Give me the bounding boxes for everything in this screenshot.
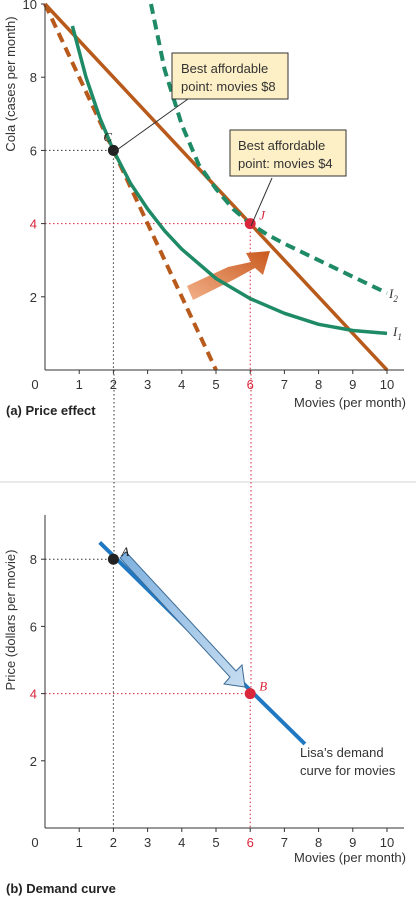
y-tick-b-4: 4 xyxy=(30,687,37,702)
demand-movement-arrow xyxy=(119,551,246,688)
callout-j-line2: point: movies $4 xyxy=(238,156,333,171)
point-label-j: J xyxy=(259,208,266,223)
series-budget-old xyxy=(43,3,218,371)
point-label-c: C xyxy=(103,129,112,144)
y-tick-a-2: 2 xyxy=(30,290,37,305)
x-tick-b-1: 1 xyxy=(76,835,83,850)
x-tick-a-5: 5 xyxy=(212,377,219,392)
y-tick-a-10: 10 xyxy=(23,0,37,12)
callout-c-line2: point: movies $8 xyxy=(181,79,276,94)
point-c xyxy=(107,144,119,156)
callout-j: Best affordable point: movies $4 xyxy=(229,129,347,177)
tick-labels-b: 0 1 2 3 4 5 6 7 8 9 10 2 4 6 8 xyxy=(30,552,394,850)
price-effect-arrow xyxy=(187,251,270,300)
x-tick-a-9: 9 xyxy=(349,377,356,392)
demand-note-line2: curve for movies xyxy=(300,763,396,778)
x-tick-a-3: 3 xyxy=(144,377,151,392)
series-i1 xyxy=(70,25,388,336)
y-tick-b-2: 2 xyxy=(30,754,37,769)
x-axis-title-b: Movies (per month) xyxy=(294,850,406,865)
x-tick-b-9: 9 xyxy=(349,835,356,850)
x-tick-b-6: 6 xyxy=(247,835,254,850)
panel-a-caption: (a) Price effect xyxy=(6,403,96,418)
point-label-a: A xyxy=(120,544,129,559)
series-i2 xyxy=(149,3,388,295)
x-tick-b-10: 10 xyxy=(380,835,394,850)
callout-j-box xyxy=(229,129,347,177)
x-tick-b-4: 4 xyxy=(178,835,185,850)
y-axis-title-b: Price (dollars per movie) xyxy=(3,550,18,691)
y-tick-a-6: 6 xyxy=(30,143,37,158)
x-tick-a-0: 0 xyxy=(31,377,38,392)
callout-j-leader xyxy=(250,177,273,227)
x-tick-b-3: 3 xyxy=(144,835,151,850)
x-tick-b-2: 2 xyxy=(110,835,117,850)
points-b: AB xyxy=(107,544,267,700)
point-b xyxy=(244,688,256,700)
x-tick-a-6: 6 xyxy=(247,377,254,392)
x-tick-a-7: 7 xyxy=(281,377,288,392)
x-tick-b-5: 5 xyxy=(212,835,219,850)
callout-j-line1: Best affordable xyxy=(238,138,325,153)
curve-label-i1: I1 xyxy=(392,324,402,342)
series-group-a xyxy=(43,2,389,372)
callout-c-line1: Best affordable xyxy=(181,61,268,76)
x-tick-a-4: 4 xyxy=(178,377,185,392)
x-tick-a-1: 1 xyxy=(76,377,83,392)
curve-label-i2: I2 xyxy=(388,286,398,304)
tick-labels-a: 0 1 2 3 4 5 6 7 8 9 10 2 4 6 8 10 xyxy=(23,0,395,392)
guide-lines-b xyxy=(45,558,251,828)
y-tick-b-6: 6 xyxy=(30,619,37,634)
axes-a xyxy=(41,3,404,374)
x-tick-a-2: 2 xyxy=(110,377,117,392)
x-tick-a-10: 10 xyxy=(380,377,394,392)
demand-note-line1: Lisa’s demand xyxy=(300,745,384,760)
x-tick-b-8: 8 xyxy=(315,835,322,850)
x-tick-b-7: 7 xyxy=(281,835,288,850)
y-axis-title-a: Cola (cases per month) xyxy=(3,16,18,151)
axes-b xyxy=(41,515,404,832)
callout-c-leader xyxy=(113,98,189,153)
panel-b-caption: (b) Demand curve xyxy=(6,881,116,896)
x-axis-title-a: Movies (per month) xyxy=(294,395,406,410)
y-tick-a-8: 8 xyxy=(30,70,37,85)
callout-c-box xyxy=(171,52,289,100)
point-a xyxy=(107,553,119,565)
y-tick-a-4: 4 xyxy=(30,217,37,232)
y-tick-b-8: 8 xyxy=(30,552,37,567)
point-label-b: B xyxy=(259,679,267,694)
panel-a: 0 1 2 3 4 5 6 7 8 9 10 2 4 6 8 10 C J Best affordable po… xyxy=(3,0,406,418)
callout-c: Best affordable point: movies $8 xyxy=(171,52,289,100)
x-tick-b-0: 0 xyxy=(31,835,38,850)
guide-lines-a xyxy=(45,149,251,370)
x-tick-a-8: 8 xyxy=(315,377,322,392)
